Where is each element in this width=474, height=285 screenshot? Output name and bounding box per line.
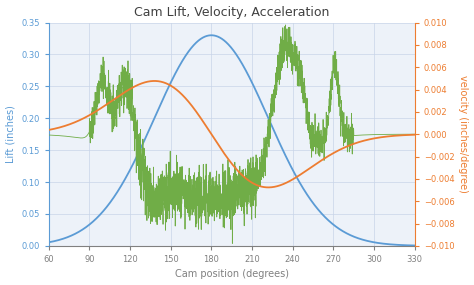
Title: Cam Lift, Velocity, Acceleration: Cam Lift, Velocity, Acceleration	[134, 5, 329, 19]
X-axis label: Cam position (degrees): Cam position (degrees)	[175, 269, 289, 280]
Y-axis label: Lift (inches): Lift (inches)	[6, 105, 16, 163]
Y-axis label: velocity (inches/degree): velocity (inches/degree)	[458, 75, 468, 193]
